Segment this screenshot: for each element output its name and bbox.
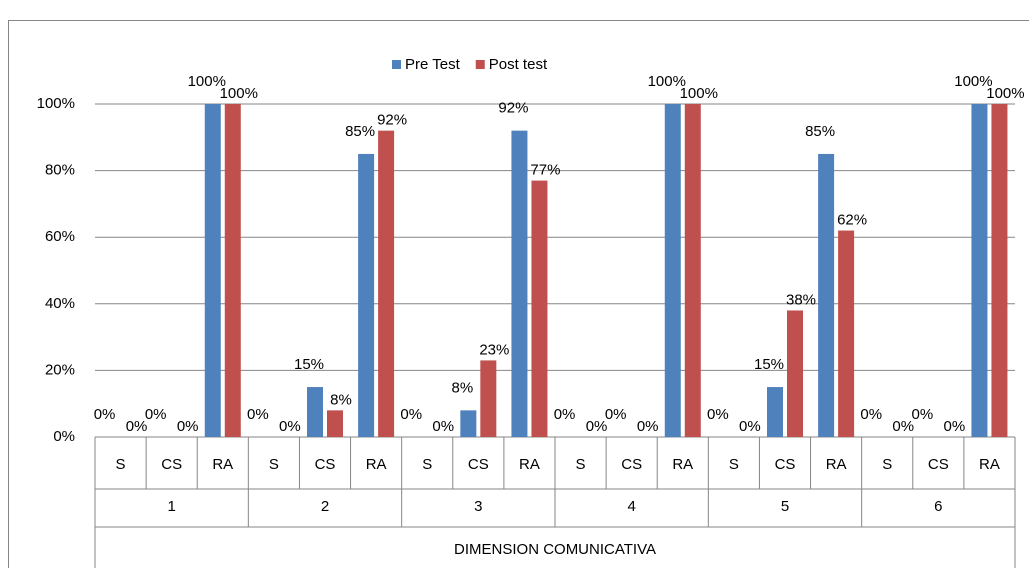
data-label: 85% [345,123,375,140]
data-label: 0% [247,406,269,423]
data-label: 0% [145,406,167,423]
data-label: 15% [754,356,784,373]
data-label: 0% [739,418,761,435]
y-tick-label: 0% [53,428,75,445]
data-label: 92% [377,112,407,129]
x-tick-label: RA [212,456,233,473]
x-tick-label: CS [161,456,182,473]
x-tick-label: S [422,456,432,473]
legend-label: Pre Test [405,56,461,73]
legend-swatch [475,60,485,69]
x-tick-label: RA [519,456,540,473]
bar [787,310,803,437]
data-label: 0% [911,406,933,423]
legend-swatch [392,60,401,69]
bar [480,360,497,437]
data-label: 62% [837,212,867,229]
data-label: 92% [498,100,528,117]
data-label: 0% [177,418,199,435]
bar [531,180,548,437]
x-tick-label: RA [366,456,387,473]
bar [684,104,701,437]
data-label: 100% [188,73,226,90]
bar [991,104,1008,437]
bar [307,387,323,437]
data-label: 15% [294,356,324,373]
x-tick-label: S [269,456,279,473]
group-label: 4 [627,498,635,515]
x-tick-label: CS [621,456,642,473]
bar [818,153,835,437]
data-label: 8% [330,391,352,408]
data-label: 100% [220,85,258,102]
x-tick-label: RA [672,456,693,473]
data-label: 0% [279,418,301,435]
bar [327,410,343,437]
data-label: 0% [637,418,659,435]
x-tick-label: CS [928,456,949,473]
group-label: 6 [934,498,942,515]
data-label: 100% [648,73,686,90]
bar [664,104,681,437]
data-label: 0% [126,418,148,435]
bar [971,104,988,437]
bar [460,410,477,437]
data-label: 0% [605,406,627,423]
x-tick-label: CS [468,456,489,473]
x-axis-title: DIMENSION COMUNICATIVA [454,541,656,558]
bar [358,153,375,437]
data-label: 100% [986,85,1024,102]
bar [838,230,855,437]
data-label: 0% [860,406,882,423]
bar [767,387,783,437]
y-tick-label: 80% [45,162,75,179]
bar [224,104,241,437]
group-label: 1 [167,498,175,515]
data-label: 8% [451,379,473,396]
data-label: 100% [680,85,718,102]
x-tick-label: RA [979,456,1000,473]
y-tick-label: 20% [45,361,75,378]
data-label: 0% [586,418,608,435]
x-tick-label: S [729,456,739,473]
chart-frame [8,20,1029,568]
x-tick-label: CS [315,456,336,473]
bar [511,130,528,437]
data-label: 77% [530,162,560,179]
data-label: 0% [554,406,576,423]
legend-label: Post test [489,56,548,73]
data-label: 85% [805,123,835,140]
y-tick-label: 60% [45,228,75,245]
group-label: 3 [474,498,482,515]
x-tick-label: S [882,456,892,473]
group-label: 2 [321,498,329,515]
data-label: 0% [400,406,422,423]
group-label: 5 [781,498,789,515]
data-label: 23% [479,341,509,358]
y-tick-label: 100% [37,95,75,112]
bar [378,130,395,437]
data-label: 100% [954,73,992,90]
y-tick-label: 40% [45,295,75,312]
data-label: 0% [432,418,454,435]
x-tick-label: S [576,456,586,473]
x-tick-label: S [116,456,126,473]
data-label: 38% [786,291,816,308]
data-label: 0% [892,418,914,435]
data-label: 0% [943,418,965,435]
data-label: 0% [707,406,729,423]
x-tick-label: CS [775,456,796,473]
bar [204,104,221,437]
x-tick-label: RA [826,456,847,473]
data-label: 0% [94,406,116,423]
